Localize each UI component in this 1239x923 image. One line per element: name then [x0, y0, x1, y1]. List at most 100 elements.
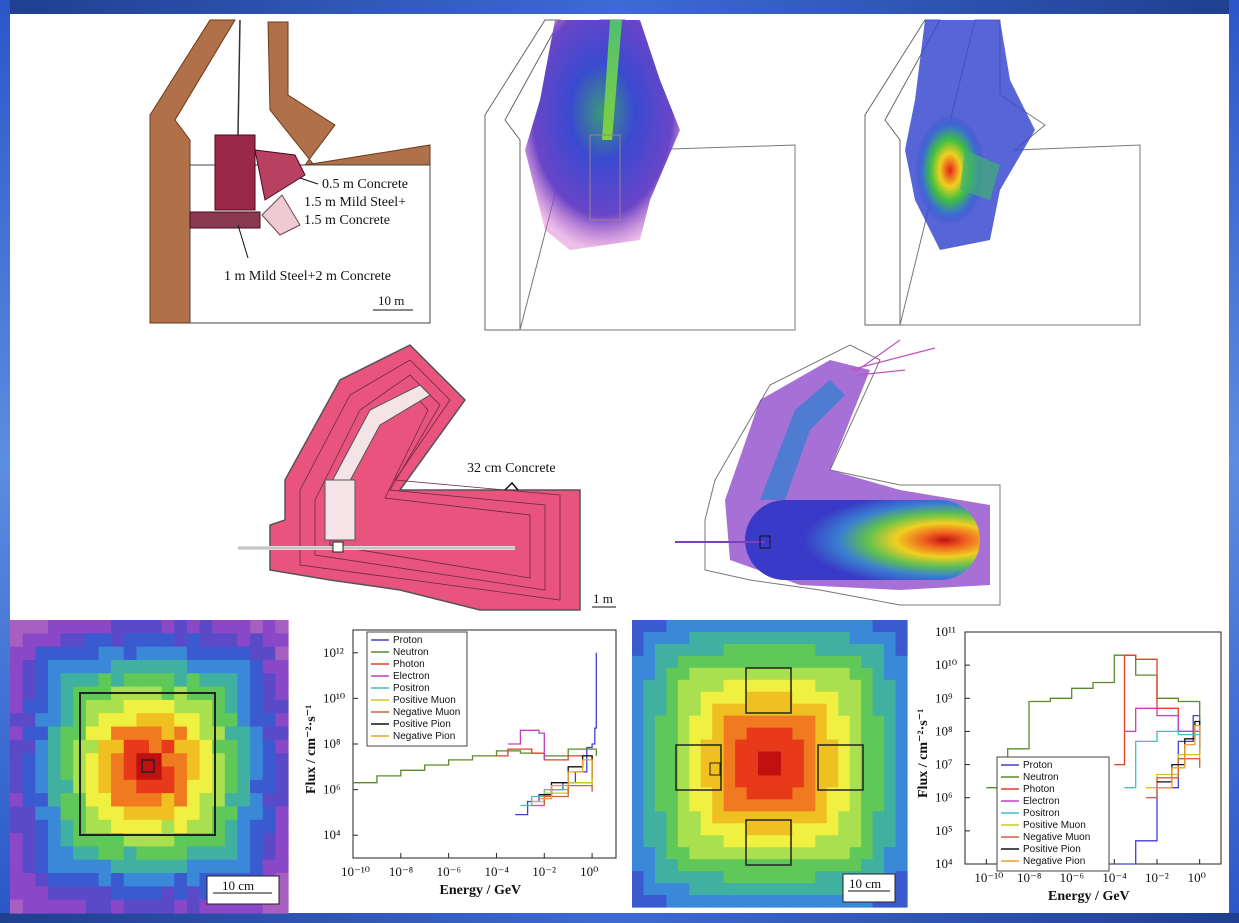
heatmap-cell — [861, 799, 874, 812]
heatmap-cell — [47, 673, 62, 688]
heatmap-cell — [735, 799, 748, 812]
heatmap-cell — [838, 679, 851, 693]
heatmap-cell — [815, 727, 828, 741]
heatmap-cell — [250, 779, 264, 794]
heatmap-cell — [111, 646, 125, 661]
heatmap-cell — [262, 806, 276, 821]
heatmap-cell — [677, 643, 690, 657]
y-tick-label: 10⁸ — [935, 723, 953, 738]
heatmap-cell — [60, 846, 74, 861]
heatmap-cell — [654, 775, 667, 789]
heatmap-cell — [224, 793, 239, 808]
heatmap-cell — [123, 793, 137, 808]
heatmap-cell — [275, 753, 289, 768]
heatmap-cell — [884, 667, 897, 681]
heatmap-left-scale-box — [206, 875, 280, 905]
heatmap-cell — [735, 655, 748, 669]
heatmap-cell — [654, 703, 667, 717]
heatmap-cell — [815, 655, 828, 669]
heatmap-cell — [643, 895, 656, 908]
heatmap-cell — [677, 895, 690, 908]
heatmap-cell — [47, 646, 62, 661]
heatmap-cell — [895, 703, 908, 717]
heatmap-cell — [666, 715, 679, 729]
heatmap-cell — [792, 835, 805, 848]
heatmap-cell — [849, 823, 862, 836]
heatmap-cell — [895, 751, 908, 765]
heatmap-cell — [85, 793, 100, 808]
heatmap-cell — [689, 835, 702, 848]
heatmap-cell — [632, 775, 645, 789]
heatmap-cell — [815, 643, 828, 657]
heatmap-cell — [111, 633, 125, 648]
heatmap-cell — [60, 686, 74, 701]
heatmap-cell — [262, 766, 276, 781]
heatmap-cell — [111, 739, 125, 754]
heatmap-cell — [47, 659, 62, 674]
heatmap-cell — [723, 620, 736, 633]
heatmap-cell — [85, 873, 100, 887]
heatmap-cell — [872, 751, 885, 765]
heatmap-cell — [47, 833, 62, 848]
heatmap-cell — [35, 713, 49, 728]
heatmap-cell — [700, 775, 713, 789]
heatmap-cell — [174, 739, 188, 754]
heatmap-cell — [98, 659, 112, 674]
heatmap-cell — [123, 699, 137, 714]
heatmap-cell — [224, 766, 239, 781]
legend-entry: Proton — [1023, 760, 1052, 771]
heatmap-cell — [237, 806, 251, 821]
label-1-5m-mild-steel: 1.5 m Mild Steel+ — [304, 195, 406, 210]
heatmap-cell — [780, 631, 794, 645]
heatmap-cell — [632, 655, 645, 669]
heatmap-cell — [73, 846, 87, 861]
heatmap-cell — [712, 823, 725, 836]
heatmap-cell — [149, 673, 163, 688]
series-line-photon — [496, 748, 593, 761]
heatmap-cell — [161, 806, 175, 821]
heatmap-cell — [677, 655, 690, 669]
target-shield-arm — [254, 149, 306, 201]
heatmap-cell — [769, 871, 782, 884]
heatmap-cell — [758, 620, 771, 633]
heatmap-cell — [136, 886, 150, 901]
heatmap-cell — [803, 727, 816, 741]
heatmap-cell — [47, 620, 62, 634]
heatmap-cell — [849, 739, 862, 753]
heatmap-cell — [884, 751, 897, 765]
heatmap-cell — [735, 775, 748, 789]
heatmap-cell — [35, 899, 49, 914]
heatmap-cell — [815, 835, 828, 848]
heatmap-cell — [689, 823, 702, 836]
heatmap-cell — [47, 739, 62, 754]
heatmap-cell — [47, 753, 62, 768]
heatmap-cell — [654, 679, 667, 693]
heatmap-cell — [98, 873, 112, 887]
heatmap-cell — [111, 766, 125, 781]
heatmap-cell — [47, 819, 62, 834]
heatmap-cell — [780, 620, 794, 633]
heatmap-cell — [643, 727, 656, 741]
heatmap-cell — [275, 699, 289, 714]
heatmap-cell — [723, 835, 736, 848]
label-0-5m-concrete: 0.5 m Concrete — [322, 177, 408, 192]
heatmap-cell — [149, 899, 163, 914]
heatmap-cell — [780, 739, 794, 753]
heatmap-cell — [895, 859, 908, 872]
heatmap-cell — [199, 833, 213, 848]
heatmap-cell — [746, 667, 759, 681]
legend-entry: Negative Pion — [393, 731, 455, 742]
heatmap-cell — [838, 763, 851, 777]
heatmap-cell — [735, 883, 748, 896]
heatmap-cell — [815, 679, 828, 693]
heatmap-cell — [250, 620, 264, 634]
heatmap-cell — [161, 793, 175, 808]
heatmap-cell — [758, 751, 771, 765]
heatmap-cell — [632, 883, 645, 896]
heatmap-cell — [723, 655, 736, 669]
heatmap-cell — [895, 643, 908, 657]
heatmap-cell — [98, 833, 112, 848]
heatmap-cell — [884, 787, 897, 800]
heatmap-cell — [849, 620, 862, 633]
heatmap-cell — [712, 655, 725, 669]
